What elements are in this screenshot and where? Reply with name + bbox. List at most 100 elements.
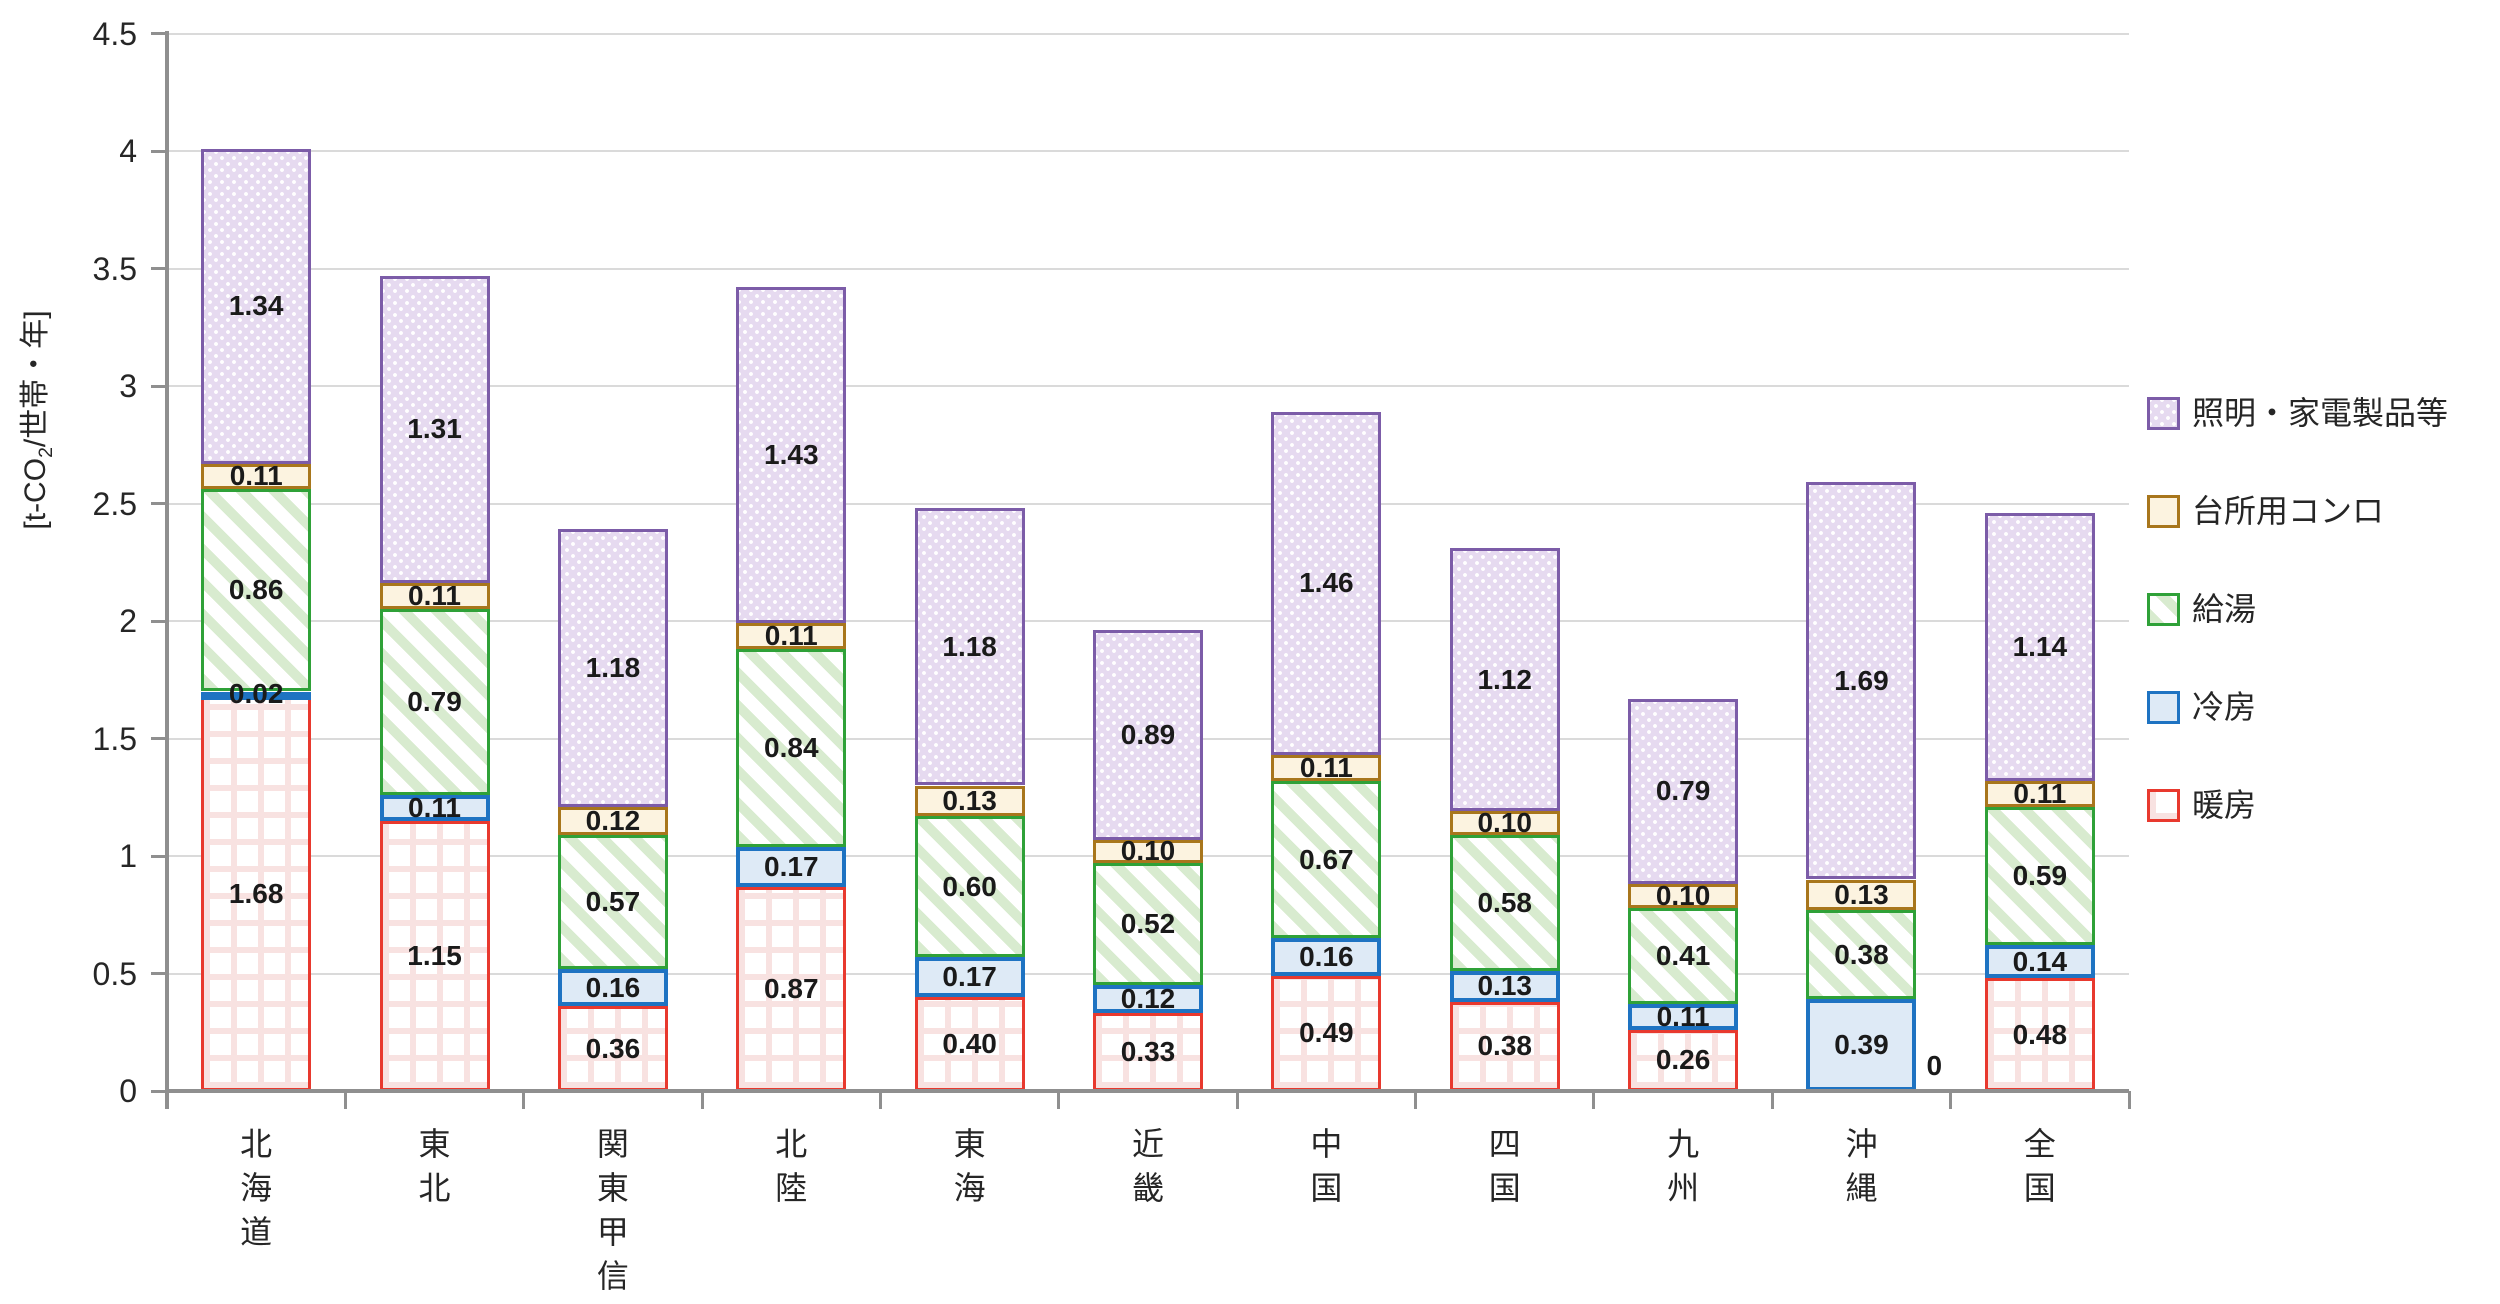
x-axis-tick	[522, 1091, 526, 1109]
gridline	[167, 502, 2129, 505]
x-axis-category-label: 中国	[1310, 1126, 1343, 1206]
y-axis-tick	[151, 1089, 167, 1093]
bar-segment-給湯	[201, 489, 312, 692]
y-axis-tick-label: 0.5	[92, 955, 137, 992]
bar-segment-台所用コンロ	[201, 463, 312, 490]
segment-value-label: 0.59	[2012, 859, 2068, 891]
y-axis-line	[165, 31, 169, 1109]
gridline	[167, 150, 2129, 152]
x-axis-category-label: 東海	[953, 1126, 986, 1206]
bar-segment-給湯	[1271, 780, 1382, 939]
gridline	[167, 267, 2129, 270]
y-axis-tick	[151, 32, 167, 35]
x-axis-tick	[1057, 1091, 1061, 1109]
legend-item-照明・家電製品等: 照明・家電製品等	[2147, 395, 2448, 431]
y-axis-tick	[151, 502, 167, 505]
legend-swatch-冷房	[2147, 690, 2180, 724]
bar-segment-照明・家電製品等	[1984, 512, 2095, 781]
segment-value-label: 0.12	[1120, 983, 1176, 1015]
segment-value-label: 0.26	[1655, 1044, 1711, 1076]
x-axis-category-label: 九州	[1667, 1126, 1700, 1206]
bar-segment-照明・家電製品等	[1449, 548, 1560, 812]
bar-segment-冷房	[1628, 1004, 1739, 1030]
segment-value-label: 0.38	[1477, 1030, 1532, 1062]
y-axis-tick-label: 0	[119, 1073, 137, 1109]
x-axis-category-label: 関東甲信	[596, 1126, 629, 1294]
x-axis-category-label: 近畿	[1131, 1126, 1165, 1206]
segment-value-label: 1.12	[1477, 663, 1532, 695]
bar-segment-冷房	[736, 846, 847, 887]
segment-value-label: 0.67	[1299, 843, 1354, 875]
bar-segment-冷房	[914, 957, 1025, 997]
bar-segment-台所用コンロ	[736, 623, 847, 650]
y-axis-tick-label: 4	[119, 133, 137, 169]
bar-segment-給湯	[1628, 907, 1739, 1005]
legend-swatch-台所用コンロ	[2147, 494, 2180, 528]
x-axis-category-label: 四国	[1488, 1126, 1521, 1206]
x-axis-category-label: 北海道	[240, 1126, 273, 1250]
bar-segment-台所用コンロ	[1628, 884, 1739, 908]
bar-segment-給湯	[1806, 910, 1917, 1000]
segment-value-label: 0.12	[585, 804, 641, 836]
segment-value-label: 0.17	[942, 961, 997, 993]
segment-value-label: 0.11	[2013, 777, 2067, 809]
legend-label: 暖房	[2192, 787, 2257, 823]
segment-value-label: 1.31	[407, 413, 462, 445]
segment-value-label: 0.39	[1834, 1029, 1889, 1061]
x-axis-tick	[1235, 1091, 1239, 1109]
segment-value-label: 0.02	[228, 677, 284, 709]
x-axis-tick	[2127, 1091, 2131, 1109]
bar-segment-暖房	[1984, 978, 2095, 1091]
segment-value-label: 0.41	[1655, 939, 1711, 971]
bar-segment-台所用コンロ	[557, 806, 668, 835]
bar-segment-暖房	[201, 696, 312, 1091]
legend-label: 台所用コンロ	[2192, 493, 2385, 529]
y-axis-title-subscript: 2	[35, 447, 57, 458]
segment-value-label: 0.33	[1120, 1036, 1176, 1068]
bar-segment-暖房	[1628, 1029, 1739, 1091]
segment-value-label: 0.10	[1120, 835, 1176, 867]
bar-segment-給湯	[1984, 806, 2095, 946]
segment-value-label: 0.11	[408, 791, 462, 823]
segment-value-label: 1.34	[228, 290, 284, 322]
y-axis-tick-label: 2.5	[92, 485, 137, 522]
segment-value-label: 0	[1926, 1050, 1943, 1081]
segment-value-label: 0.52	[1120, 908, 1176, 940]
y-axis-tick	[151, 619, 167, 623]
x-axis-tick	[343, 1091, 347, 1109]
segment-value-label: 0.11	[1656, 1000, 1710, 1032]
legend-label: 給湯	[2192, 591, 2257, 627]
bar-segment-台所用コンロ	[379, 583, 490, 610]
x-axis-tick	[878, 1091, 882, 1109]
x-axis-tick	[1949, 1091, 1953, 1109]
segment-value-label: 0.58	[1477, 887, 1532, 918]
segment-value-label: 0.57	[585, 885, 641, 917]
bar-segment-台所用コンロ	[1449, 811, 1560, 835]
segment-value-label: 0.16	[1299, 941, 1354, 973]
segment-value-label: 1.43	[764, 439, 819, 471]
y-axis-tick-label: 3.5	[92, 250, 137, 287]
segment-value-label: 0.84	[764, 731, 819, 763]
legend-swatch-照明・家電製品等	[2147, 396, 2180, 430]
bar-segment-冷房	[1984, 945, 2095, 979]
bar-segment-冷房	[1449, 971, 1560, 1002]
y-axis-tick	[151, 384, 167, 388]
segment-value-label: 1.15	[407, 939, 462, 971]
segment-value-label: 0.14	[2012, 945, 2068, 977]
legend-label: 照明・家電製品等	[2192, 395, 2449, 431]
segment-value-label: 0.11	[229, 460, 283, 492]
segment-value-label: 0.79	[1655, 775, 1711, 807]
x-axis-tick	[1770, 1091, 1774, 1109]
bar-segment-冷房	[1806, 999, 1917, 1091]
bar-segment-台所用コンロ	[1984, 780, 2095, 807]
segment-value-label: 1.14	[2012, 630, 2068, 662]
y-axis-tick-label: 2	[119, 603, 137, 639]
legend-item-台所用コンロ: 台所用コンロ	[2147, 493, 2384, 529]
bar-segment-照明・家電製品等	[201, 148, 312, 464]
x-axis-category-label: 北陸	[775, 1126, 808, 1206]
y-axis-tick-label: 4.5	[92, 15, 137, 52]
segment-value-label: 1.69	[1834, 664, 1889, 696]
bar-segment-照明・家電製品等	[914, 508, 1025, 786]
segment-value-label: 0.13	[1477, 970, 1532, 1002]
